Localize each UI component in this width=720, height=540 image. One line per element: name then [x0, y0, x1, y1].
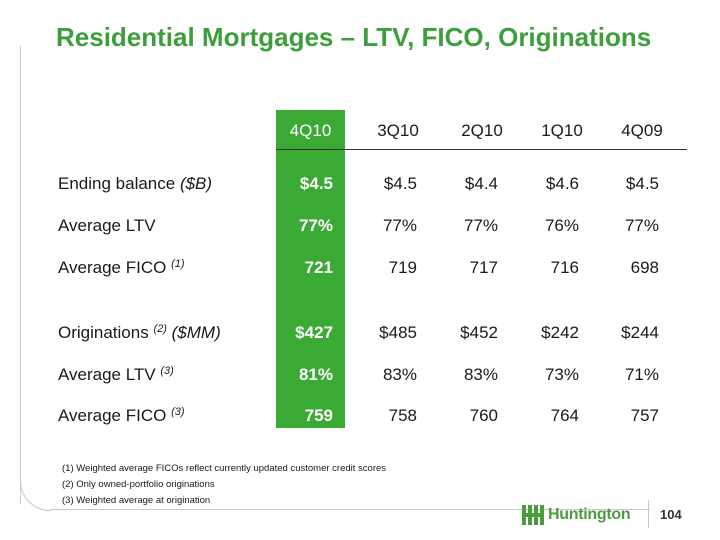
footnote-ref: (2) [153, 323, 167, 335]
table-cell: $4.5 [383, 174, 417, 193]
table-cell: 758 [388, 406, 417, 425]
footnote-ref: (1) [171, 258, 185, 270]
row-label-average-fico: Average FICO (1) [58, 258, 185, 277]
logo-wordmark: Huntington [548, 506, 631, 523]
table-cell: 698 [630, 258, 659, 277]
table-cell: $4.6 [545, 174, 579, 193]
huntington-logo-icon [522, 505, 544, 525]
row-label-ending-balance: Ending balance ($B) [58, 174, 213, 193]
footnote-ref: (3) [160, 365, 174, 377]
table-cell: $4.5 [299, 174, 333, 193]
huntington-logo: Huntington [522, 505, 631, 525]
page-number: 104 [660, 507, 682, 522]
table-cell: 721 [304, 258, 333, 277]
table-cell: 81% [298, 365, 333, 384]
table-cell: 83% [382, 365, 417, 384]
table-cell: 760 [469, 406, 498, 425]
table-cell: 764 [550, 406, 579, 425]
table-cell: $452 [460, 323, 498, 342]
footnote-ref: (3) [171, 406, 185, 418]
column-header-2q10: 2Q10 [461, 121, 503, 140]
row-label-average-ltv-origination: Average LTV (3) [58, 365, 174, 384]
table-cell: 716 [550, 258, 579, 277]
table-cell: $244 [621, 323, 659, 342]
current-quarter-highlight [276, 110, 345, 428]
table-cell: 76% [544, 216, 579, 235]
table-cell: 71% [624, 365, 659, 384]
table-cell: $427 [295, 323, 333, 342]
footnotes: (1) Weighted average FICOs reflect curre… [62, 461, 386, 509]
column-header-4q09: 4Q09 [621, 121, 663, 140]
table-cell: $242 [541, 323, 579, 342]
row-label-originations: Originations (2) ($MM) [58, 323, 221, 342]
row-label-average-fico-origination: Average FICO (3) [58, 406, 185, 425]
table-cell: 719 [388, 258, 417, 277]
footnote-3: (3) Weighted average at origination [62, 495, 211, 506]
row-label-average-ltv: Average LTV [58, 216, 156, 235]
slide-frame-corner [20, 480, 51, 511]
logo-divider [648, 500, 649, 528]
footnote-1: (1) Weighted average FICOs reflect curre… [62, 463, 387, 474]
table-cell: 77% [298, 216, 333, 235]
table-cell: 73% [544, 365, 579, 384]
column-header-1q10: 1Q10 [541, 121, 583, 140]
table-cell: 77% [382, 216, 417, 235]
table-cell: $485 [379, 323, 417, 342]
column-header-4q10: 4Q10 [289, 121, 332, 140]
table-cell: 77% [463, 216, 498, 235]
table-cell: $4.4 [464, 174, 498, 193]
table-cell: 77% [624, 216, 659, 235]
slide-title: Residential Mortgages – LTV, FICO, Origi… [56, 22, 652, 52]
table-cell: 83% [463, 365, 498, 384]
header-rule [276, 149, 687, 150]
slide-frame-left [20, 46, 21, 504]
slide-frame-bottom [50, 509, 650, 510]
footnote-2: (2) Only owned-portfolio originations [62, 479, 215, 490]
table-cell: 757 [630, 406, 659, 425]
table-cell: 759 [304, 406, 333, 425]
column-header-3q10: 3Q10 [377, 121, 419, 140]
table-cell: $4.5 [625, 174, 659, 193]
table-cell: 717 [469, 258, 498, 277]
